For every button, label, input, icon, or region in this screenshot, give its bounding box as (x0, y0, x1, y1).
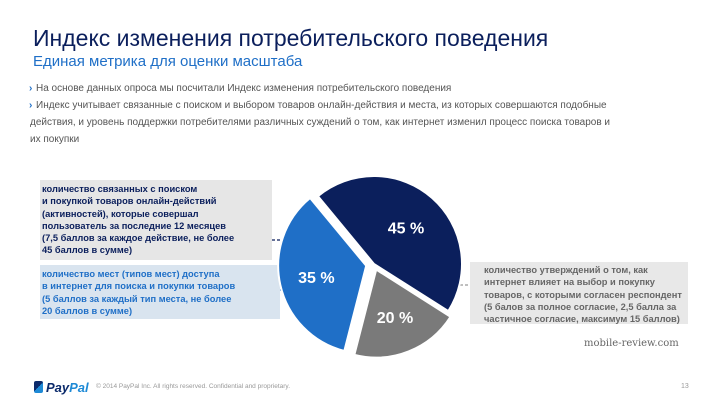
description-line: и покупкой товаров онлайн-действий (42, 196, 217, 207)
paypal-logo: PayPal (34, 380, 89, 395)
chevron-right-icon: › (29, 100, 33, 111)
pie-slice-label: 35 % (298, 270, 334, 287)
description-line: (5 баллов за каждый тип места, не более (42, 293, 232, 304)
description-line: интернет влияет на выбор и покупку (484, 277, 655, 288)
places-description: количество мест (типов мест) доступа в и… (42, 268, 282, 317)
statements-panel (470, 262, 688, 324)
places-panel (40, 265, 280, 319)
bullet-text: Индекс учитывает связанные с поиском и в… (36, 100, 607, 111)
page-subtitle: Единая метрика для оценки масштаба (33, 53, 303, 70)
logo-pal: Pal (69, 380, 89, 395)
description-line: в интернет для поиска и покупки товаров (42, 281, 236, 292)
description-line: (5 балов за полное согласие, 2,5 балла з… (484, 301, 677, 312)
description-line: 45 баллов в сумме) (42, 245, 133, 256)
copyright: © 2014 PayPal Inc. All rights reserved. … (96, 383, 290, 390)
description-line: (7,5 баллов за каждое действие, не более (42, 233, 235, 244)
page-number: 13 (681, 383, 689, 390)
pie-slice (277, 196, 368, 353)
watermark: mobile-review.com (584, 338, 679, 349)
bullet-item: › Индекс учитывает связанные с поиском и… (29, 97, 710, 114)
bullet-continuation: их покупки (30, 134, 80, 145)
description-line: товаров, с которыми согласен респондент (484, 289, 682, 300)
pie-slice-label: 20 % (377, 310, 413, 327)
description-line: количество утверждений о том, как (484, 265, 648, 275)
page-title: Индекс изменения потребительского поведе… (33, 25, 549, 51)
logo-pay: Pay (46, 380, 70, 395)
description-line: количество связанных с поиском (42, 184, 198, 194)
online-actions-panel (40, 180, 272, 260)
bullet-continuation: действия, и уровень поддержки потребител… (30, 117, 611, 128)
description-line: (активностей), которые совершал (42, 208, 199, 219)
statements-description: количество утверждений о том, как интерн… (484, 264, 694, 325)
description-line: количество мест (типов мест) доступа (42, 269, 220, 279)
pie-slices: 45 % 20 % 35 % (277, 175, 463, 359)
chevron-right-icon: › (29, 83, 33, 94)
paypal-icon (34, 381, 43, 393)
description-line: 20 баллов в сумме) (42, 305, 133, 316)
description-line: пользователь за последние 12 месяцев (42, 220, 227, 231)
bullet-item: › На основе данных опроса мы посчитали И… (29, 80, 710, 97)
pie-slice (353, 267, 452, 359)
bullet-list: › На основе данных опроса мы посчитали И… (29, 80, 710, 148)
bullet-text: На основе данных опроса мы посчитали Инд… (36, 83, 452, 94)
online-actions-description: количество связанных с поиском и покупко… (42, 183, 282, 257)
pie-slice (316, 175, 463, 313)
pie-slice-label: 45 % (388, 221, 424, 238)
description-line: частичное согласие, максимум 15 баллов) (484, 314, 680, 325)
